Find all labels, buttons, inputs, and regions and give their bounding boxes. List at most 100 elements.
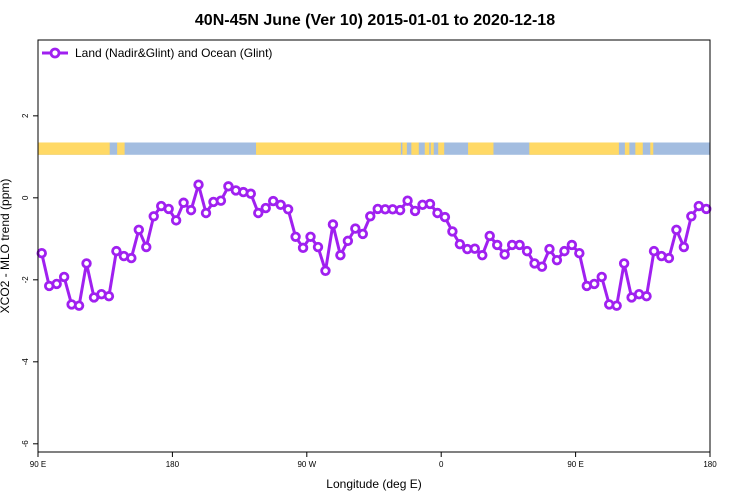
- data-point: [297, 242, 309, 254]
- data-point: [36, 247, 47, 259]
- y-tick-label: -2: [21, 276, 30, 284]
- data-point: [350, 223, 361, 234]
- data-point: [215, 195, 227, 206]
- data-point: [170, 215, 182, 226]
- chart-title: 40N-45N June (Ver 10) 2015-01-01 to 2020…: [195, 12, 555, 29]
- data-point: [678, 241, 690, 253]
- data-point: [275, 199, 286, 210]
- data-point: [327, 219, 339, 230]
- plot-frame: [37, 39, 711, 453]
- data-point: [574, 247, 585, 259]
- data-point: [268, 195, 279, 207]
- data-point: [671, 224, 682, 236]
- data-point: [424, 198, 436, 210]
- data-point: [51, 278, 62, 290]
- data-point: [484, 230, 495, 242]
- land-segment: [650, 142, 654, 155]
- data-point: [178, 197, 189, 208]
- data-point: [618, 258, 630, 269]
- x-tick-label: 0: [439, 460, 444, 469]
- data-point: [305, 231, 316, 242]
- data-point: [200, 207, 212, 219]
- data-point: [499, 249, 510, 260]
- y-tick-label: -6: [21, 440, 30, 448]
- data-point: [477, 250, 488, 261]
- land-segment: [438, 142, 445, 155]
- y-tick-label: -4: [21, 358, 30, 366]
- legend-label: Land (Nadir&Glint) and Ocean (Glint): [75, 46, 272, 60]
- x-tick-label: 90 E: [30, 460, 46, 469]
- axes: 90 E 180 90 W 0 90 E 180 -6 -4 -2 0 2: [21, 113, 717, 469]
- data-point: [596, 271, 607, 283]
- data-point: [320, 265, 331, 277]
- data-point: [342, 235, 354, 247]
- series-layer: [36, 179, 712, 311]
- x-tick-label: 180: [166, 460, 180, 469]
- data-point: [394, 204, 406, 216]
- y-axis-label: XCO2 - MLO trend (ppm): [0, 179, 12, 314]
- data-point: [521, 245, 533, 257]
- data-point: [365, 211, 376, 222]
- data-point: [402, 195, 413, 206]
- data-point: [58, 271, 70, 283]
- data-point: [454, 238, 466, 250]
- data-point: [357, 228, 368, 240]
- data-point: [409, 205, 421, 217]
- legend: Land (Nadir&Glint) and Ocean (Glint): [42, 46, 272, 60]
- data-point: [611, 300, 622, 311]
- y-tick-label: 0: [21, 195, 30, 200]
- data-point: [73, 300, 85, 311]
- data-point: [133, 224, 144, 236]
- data-point: [536, 261, 548, 272]
- y-tick-label: 2: [21, 113, 30, 118]
- data-point: [432, 207, 443, 219]
- data-point: [335, 250, 346, 261]
- x-tick-label: 180: [703, 460, 717, 469]
- data-point: [141, 241, 152, 253]
- data-point: [193, 179, 204, 190]
- land-segment: [402, 142, 407, 155]
- data-point: [566, 239, 578, 251]
- x-tick-label: 90 W: [297, 460, 316, 469]
- data-point: [663, 252, 675, 264]
- data-point: [544, 243, 555, 255]
- land-segment: [468, 142, 494, 155]
- data-point: [439, 211, 451, 223]
- data-point: [641, 291, 652, 302]
- series-line: [40, 183, 707, 308]
- surface-bar: [38, 142, 710, 155]
- data-point: [589, 278, 600, 290]
- data-point: [447, 226, 458, 237]
- data-point: [260, 202, 271, 214]
- data-point: [126, 252, 137, 264]
- data-point: [551, 254, 563, 266]
- land-segment: [529, 142, 619, 155]
- data-point: [312, 241, 324, 253]
- legend-marker: [49, 47, 61, 59]
- land-segment: [430, 142, 434, 155]
- land-segment: [256, 142, 401, 155]
- data-point: [103, 291, 115, 302]
- x-axis-label: Longitude (deg E): [326, 477, 421, 491]
- data-point: [282, 204, 294, 215]
- data-point: [185, 204, 197, 216]
- data-point: [290, 231, 301, 242]
- data-point: [223, 181, 234, 192]
- land-segment: [635, 142, 643, 155]
- data-point: [469, 243, 480, 254]
- data-point: [686, 211, 697, 222]
- data-point: [253, 207, 264, 219]
- x-tick-label: 90 E: [567, 460, 583, 469]
- data-point: [701, 203, 712, 215]
- land-segment: [117, 142, 125, 155]
- data-point: [559, 245, 570, 257]
- data-point: [648, 245, 660, 257]
- data-point: [148, 211, 159, 222]
- data-point: [163, 203, 174, 215]
- data-point: [245, 188, 256, 199]
- land-segment: [38, 142, 110, 155]
- data-point: [492, 239, 503, 251]
- data-point: [81, 258, 92, 269]
- land-segment: [411, 142, 419, 155]
